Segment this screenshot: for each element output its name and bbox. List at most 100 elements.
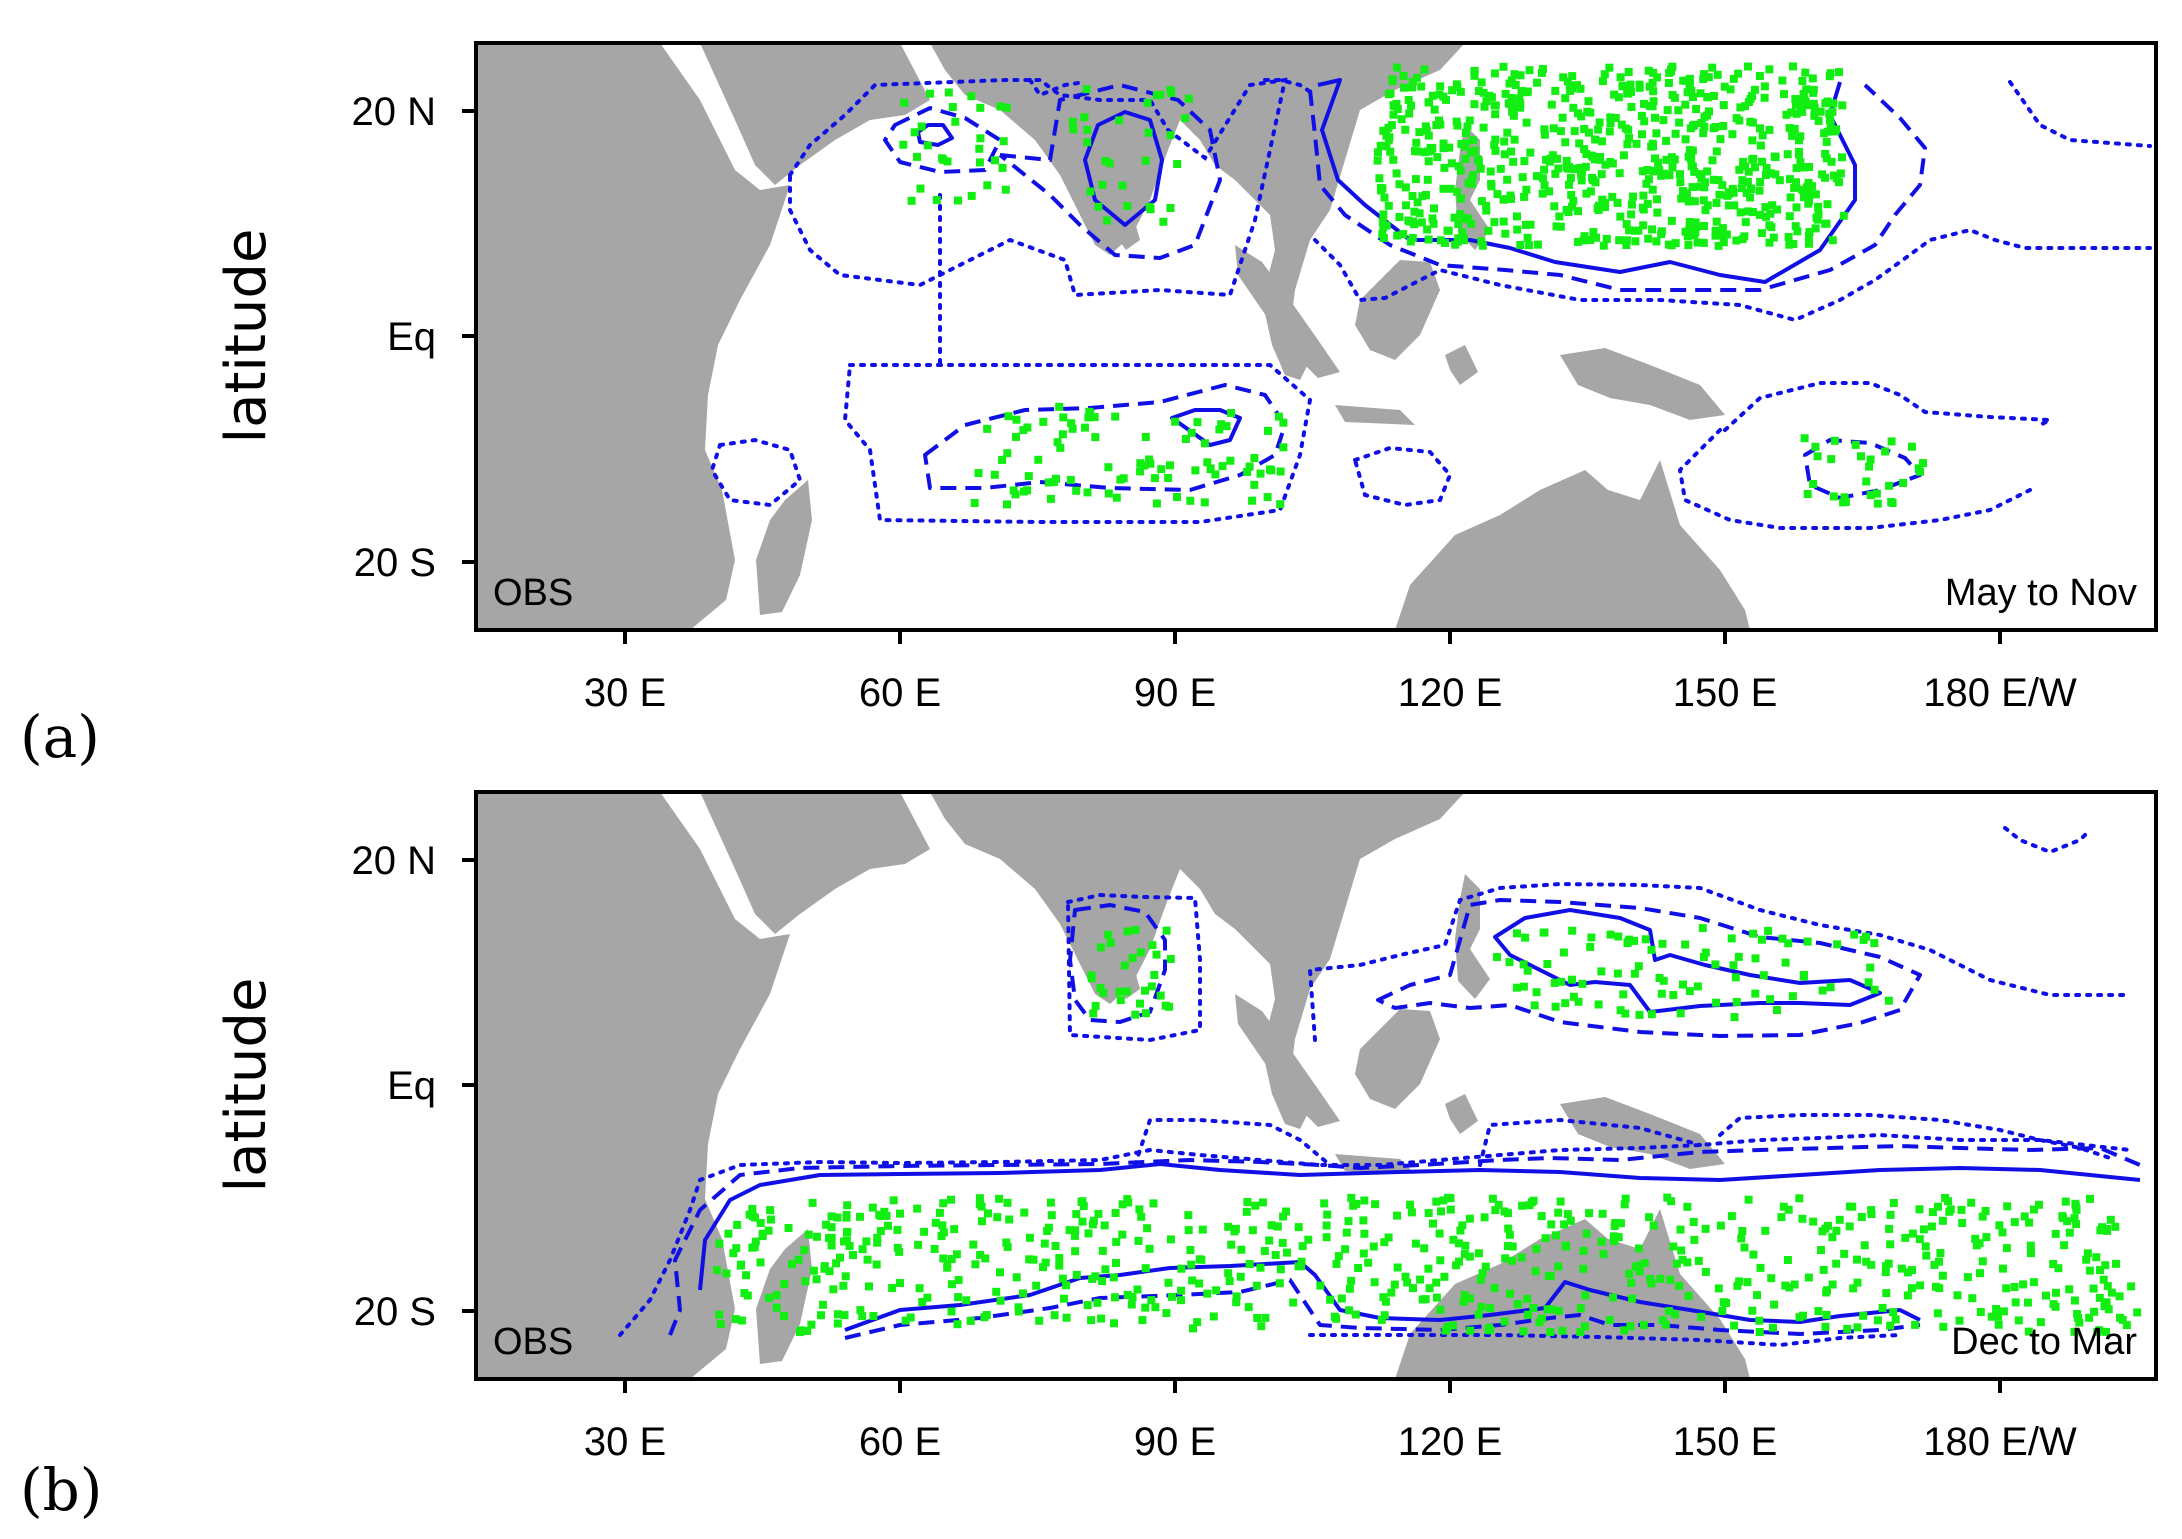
- convergence-point: [1755, 1316, 1764, 1325]
- convergence-point: [1439, 184, 1448, 193]
- convergence-point: [1454, 220, 1463, 228]
- convergence-point: [1981, 1207, 1990, 1215]
- convergence-point: [1627, 1278, 1636, 1287]
- convergence-point: [1802, 85, 1811, 94]
- convergence-point: [751, 1237, 760, 1246]
- convergence-point: [1688, 146, 1697, 155]
- convergence-point: [1425, 1284, 1434, 1293]
- convergence-point: [1115, 987, 1124, 996]
- convergence-point: [1840, 1249, 1849, 1258]
- convergence-point: [1401, 183, 1410, 192]
- convergence-point: [1911, 1320, 1920, 1329]
- convergence-point: [1136, 467, 1145, 476]
- convergence-point: [1476, 164, 1485, 173]
- convergence-point: [1751, 989, 1760, 998]
- convergence-point: [2010, 1218, 2019, 1227]
- convergence-point: [1112, 1259, 1120, 1267]
- convergence-point: [1441, 239, 1449, 247]
- convergence-point: [1532, 1244, 1541, 1253]
- convergence-point: [999, 137, 1008, 146]
- convergence-point: [1647, 1010, 1656, 1019]
- convergence-point: [1709, 175, 1718, 184]
- convergence-point: [736, 1261, 745, 1270]
- convergence-point: [1166, 1235, 1175, 1244]
- convergence-point: [1093, 1298, 1102, 1307]
- convergence-point: [1556, 127, 1565, 136]
- convergence-point: [827, 1233, 836, 1242]
- convergence-point: [1797, 103, 1805, 112]
- convergence-point: [1323, 1210, 1332, 1219]
- convergence-point: [1743, 207, 1752, 216]
- convergence-point: [895, 1247, 904, 1256]
- convergence-point: [1582, 150, 1591, 158]
- convergence-point: [1695, 170, 1704, 179]
- convergence-point: [1967, 1198, 1976, 1207]
- convergence-point: [1046, 494, 1055, 503]
- convergence-point: [1026, 1233, 1034, 1242]
- convergence-point: [1574, 207, 1582, 216]
- convergence-point: [1232, 1298, 1241, 1307]
- convergence-point: [1715, 231, 1724, 240]
- convergence-point: [1100, 1221, 1109, 1230]
- y-tick-label: 20 N: [352, 839, 437, 883]
- convergence-point: [748, 1243, 757, 1252]
- convergence-point: [1227, 409, 1236, 417]
- convergence-point: [1741, 162, 1749, 171]
- convergence-point: [1908, 1266, 1916, 1275]
- convergence-point: [1687, 155, 1696, 164]
- convergence-point: [1727, 1212, 1736, 1221]
- convergence-point: [1418, 192, 1427, 201]
- convergence-point: [1424, 1209, 1433, 1217]
- convergence-point: [1523, 233, 1532, 242]
- convergence-point: [1796, 158, 1805, 167]
- convergence-point: [1195, 1279, 1204, 1288]
- convergence-point: [1838, 153, 1846, 162]
- convergence-point: [1382, 221, 1391, 230]
- convergence-point: [1625, 226, 1634, 235]
- convergence-point: [1513, 1300, 1522, 1308]
- convergence-point: [901, 1316, 910, 1325]
- convergence-point: [845, 1242, 854, 1250]
- convergence-point: [1146, 459, 1155, 468]
- convergence-point: [1167, 89, 1176, 97]
- convergence-point: [1182, 435, 1190, 443]
- convergence-point: [1621, 1009, 1630, 1018]
- convergence-point: [1490, 1284, 1499, 1292]
- convergence-point: [1581, 162, 1590, 171]
- convergence-point: [1537, 1212, 1546, 1221]
- convergence-point: [1928, 1208, 1937, 1217]
- convergence-point: [998, 455, 1007, 464]
- convergence-point: [1835, 1215, 1844, 1224]
- convergence-point: [1857, 1213, 1866, 1221]
- convergence-point: [1781, 958, 1790, 967]
- convergence-point: [1469, 171, 1477, 180]
- landmass-asia: [930, 43, 1465, 380]
- convergence-point: [1577, 176, 1586, 185]
- convergence-point: [1664, 1307, 1673, 1316]
- convergence-point: [1594, 1000, 1603, 1009]
- convergence-point: [1436, 236, 1445, 245]
- convergence-point: [1822, 154, 1831, 163]
- convergence-point: [1829, 492, 1838, 501]
- convergence-point: [1994, 1320, 2003, 1329]
- convergence-point: [1619, 151, 1628, 160]
- convergence-point: [1446, 1194, 1455, 1203]
- convergence-point: [1765, 238, 1774, 247]
- landmass-borneo: [1355, 260, 1440, 360]
- convergence-point: [2100, 1302, 2109, 1311]
- convergence-point: [1423, 175, 1432, 184]
- convergence-point: [1437, 1207, 1445, 1216]
- convergence-point: [1138, 1316, 1147, 1325]
- convergence-point: [2115, 1292, 2124, 1301]
- convergence-point: [1420, 148, 1429, 157]
- convergence-point: [1703, 201, 1712, 210]
- convergence-point: [1369, 1242, 1378, 1251]
- convergence-point: [1559, 948, 1568, 957]
- convergence-point: [948, 103, 957, 111]
- convergence-point: [1690, 167, 1699, 176]
- convergence-point: [1467, 219, 1476, 228]
- convergence-point: [1422, 126, 1431, 135]
- convergence-point: [1070, 1231, 1079, 1240]
- convergence-point: [1750, 85, 1759, 94]
- convergence-point: [1629, 192, 1637, 201]
